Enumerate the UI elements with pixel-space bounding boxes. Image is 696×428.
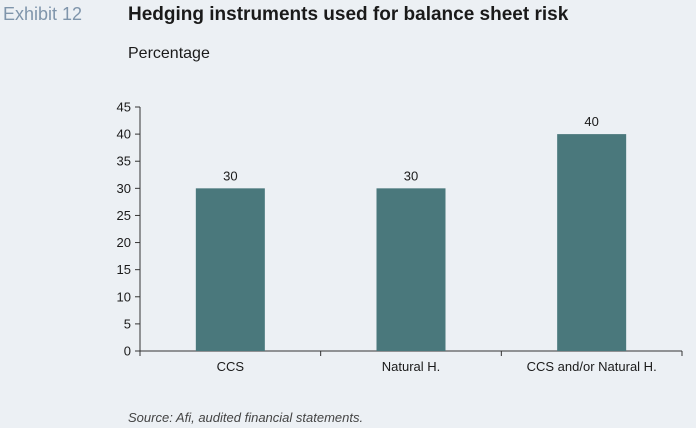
source-note: Source: Afi, audited financial statement…	[128, 410, 364, 425]
y-tick-label: 0	[124, 344, 131, 359]
data-label: 30	[404, 168, 418, 183]
x-tick-label: CCS and/or Natural H.	[527, 359, 657, 374]
y-tick-label: 30	[117, 181, 131, 196]
y-tick-label: 20	[117, 235, 131, 250]
y-tick-label: 25	[117, 208, 131, 223]
exhibit-label: Exhibit 12	[3, 4, 83, 24]
bar	[195, 188, 265, 351]
x-tick-label: Natural H.	[382, 359, 441, 374]
bar	[557, 134, 627, 351]
chart-subtitle: Percentage	[128, 45, 210, 62]
bar	[376, 188, 446, 351]
y-tick-label: 35	[117, 154, 131, 169]
data-label: 30	[223, 168, 237, 183]
y-tick-label: 5	[124, 316, 131, 331]
y-tick-label: 10	[117, 289, 131, 304]
x-tick-label: CCS	[217, 359, 245, 374]
chart-title: Hedging instruments used for balance she…	[128, 4, 569, 25]
data-label: 40	[584, 114, 598, 129]
y-tick-label: 45	[117, 100, 131, 115]
y-tick-label: 15	[117, 262, 131, 277]
y-tick-label: 40	[117, 127, 131, 142]
